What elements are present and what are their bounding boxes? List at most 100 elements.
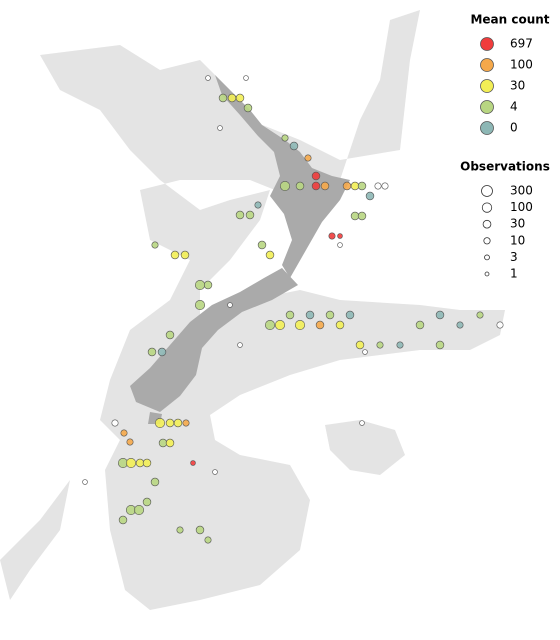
legend-label: 1 xyxy=(510,267,518,281)
survey-point xyxy=(170,250,180,260)
legend-title: Mean count xyxy=(470,13,549,27)
survey-point xyxy=(355,340,365,350)
survey-point xyxy=(289,141,299,151)
survey-point xyxy=(165,418,175,428)
survey-point xyxy=(147,347,157,357)
survey-point xyxy=(135,458,145,468)
survey-point xyxy=(381,182,389,190)
survey-point xyxy=(362,349,368,355)
points xyxy=(82,75,504,544)
survey-point xyxy=(304,154,312,162)
survey-point xyxy=(311,171,321,181)
survey-point xyxy=(157,347,167,357)
survey-point xyxy=(120,429,128,437)
survey-point xyxy=(311,181,321,191)
survey-point xyxy=(257,240,267,250)
survey-point xyxy=(133,504,145,516)
survey-point xyxy=(265,250,275,260)
survey-point xyxy=(218,93,228,103)
survey-point xyxy=(125,457,137,469)
survey-point xyxy=(294,319,306,331)
survey-point xyxy=(359,420,365,426)
survey-point xyxy=(235,93,245,103)
legend-size xyxy=(484,271,490,277)
survey-point xyxy=(195,525,205,535)
survey-point xyxy=(243,103,253,113)
survey-point xyxy=(227,302,233,308)
survey-point xyxy=(365,191,375,201)
legend-swatch xyxy=(480,58,494,72)
survey-point xyxy=(212,469,218,475)
legend-label: 100 xyxy=(510,200,533,214)
legend-swatch xyxy=(480,100,494,114)
survey-point xyxy=(165,330,175,340)
legend-size xyxy=(481,185,493,197)
survey-point xyxy=(190,460,196,466)
survey-point xyxy=(342,181,352,191)
legend-size xyxy=(483,237,491,245)
survey-point xyxy=(337,242,343,248)
survey-point xyxy=(142,497,152,507)
survey-point xyxy=(235,210,245,220)
survey-point xyxy=(496,321,504,329)
survey-point xyxy=(345,310,355,320)
survey-point xyxy=(194,299,206,311)
survey-point xyxy=(182,419,190,427)
survey-point xyxy=(350,181,360,191)
seafloor-plateau xyxy=(0,10,505,610)
survey-point xyxy=(328,232,336,240)
legend-label: 300 xyxy=(510,184,533,198)
survey-point xyxy=(435,340,445,350)
survey-point xyxy=(245,210,255,220)
legend-label: 10 xyxy=(510,233,525,247)
survey-point xyxy=(279,180,291,192)
survey-point xyxy=(335,320,345,330)
legend-label: 100 xyxy=(510,58,533,72)
legend-swatch xyxy=(480,37,494,51)
survey-point xyxy=(165,438,175,448)
survey-point xyxy=(150,477,160,487)
survey-point xyxy=(320,181,330,191)
survey-point xyxy=(415,320,425,330)
survey-point xyxy=(243,75,249,81)
legend-swatch xyxy=(480,79,494,93)
legend-size xyxy=(484,254,490,261)
survey-point xyxy=(281,134,289,142)
legend-label: 4 xyxy=(510,100,518,114)
legend-size xyxy=(482,219,492,229)
legend-label: 3 xyxy=(510,250,518,264)
survey-point xyxy=(203,280,213,290)
survey-point xyxy=(194,279,206,291)
legend-label: 697 xyxy=(510,37,533,51)
survey-point xyxy=(295,181,305,191)
survey-point xyxy=(456,321,464,329)
survey-point xyxy=(374,182,382,190)
survey-point xyxy=(350,211,360,221)
survey-point xyxy=(396,341,404,349)
legend-label: 0 xyxy=(510,121,518,135)
survey-point xyxy=(142,458,152,468)
survey-point xyxy=(435,310,445,320)
survey-point xyxy=(315,320,325,330)
survey-point xyxy=(180,250,190,260)
survey-point xyxy=(217,125,223,131)
survey-point xyxy=(126,438,134,446)
survey-point xyxy=(337,233,343,239)
survey-point xyxy=(376,341,384,349)
survey-point xyxy=(227,93,237,103)
survey-point xyxy=(305,310,315,320)
legend-label: 30 xyxy=(510,79,525,93)
survey-point xyxy=(476,311,484,319)
legend-size xyxy=(481,202,493,213)
survey-point xyxy=(118,515,128,525)
survey-point xyxy=(254,201,262,209)
legend-title: Observations xyxy=(460,160,550,174)
survey-point xyxy=(154,417,166,429)
survey-point xyxy=(357,181,367,191)
survey-point xyxy=(204,536,212,544)
survey-point xyxy=(158,438,168,448)
survey-point xyxy=(151,241,159,249)
survey-point xyxy=(285,310,295,320)
survey-point xyxy=(274,319,286,331)
